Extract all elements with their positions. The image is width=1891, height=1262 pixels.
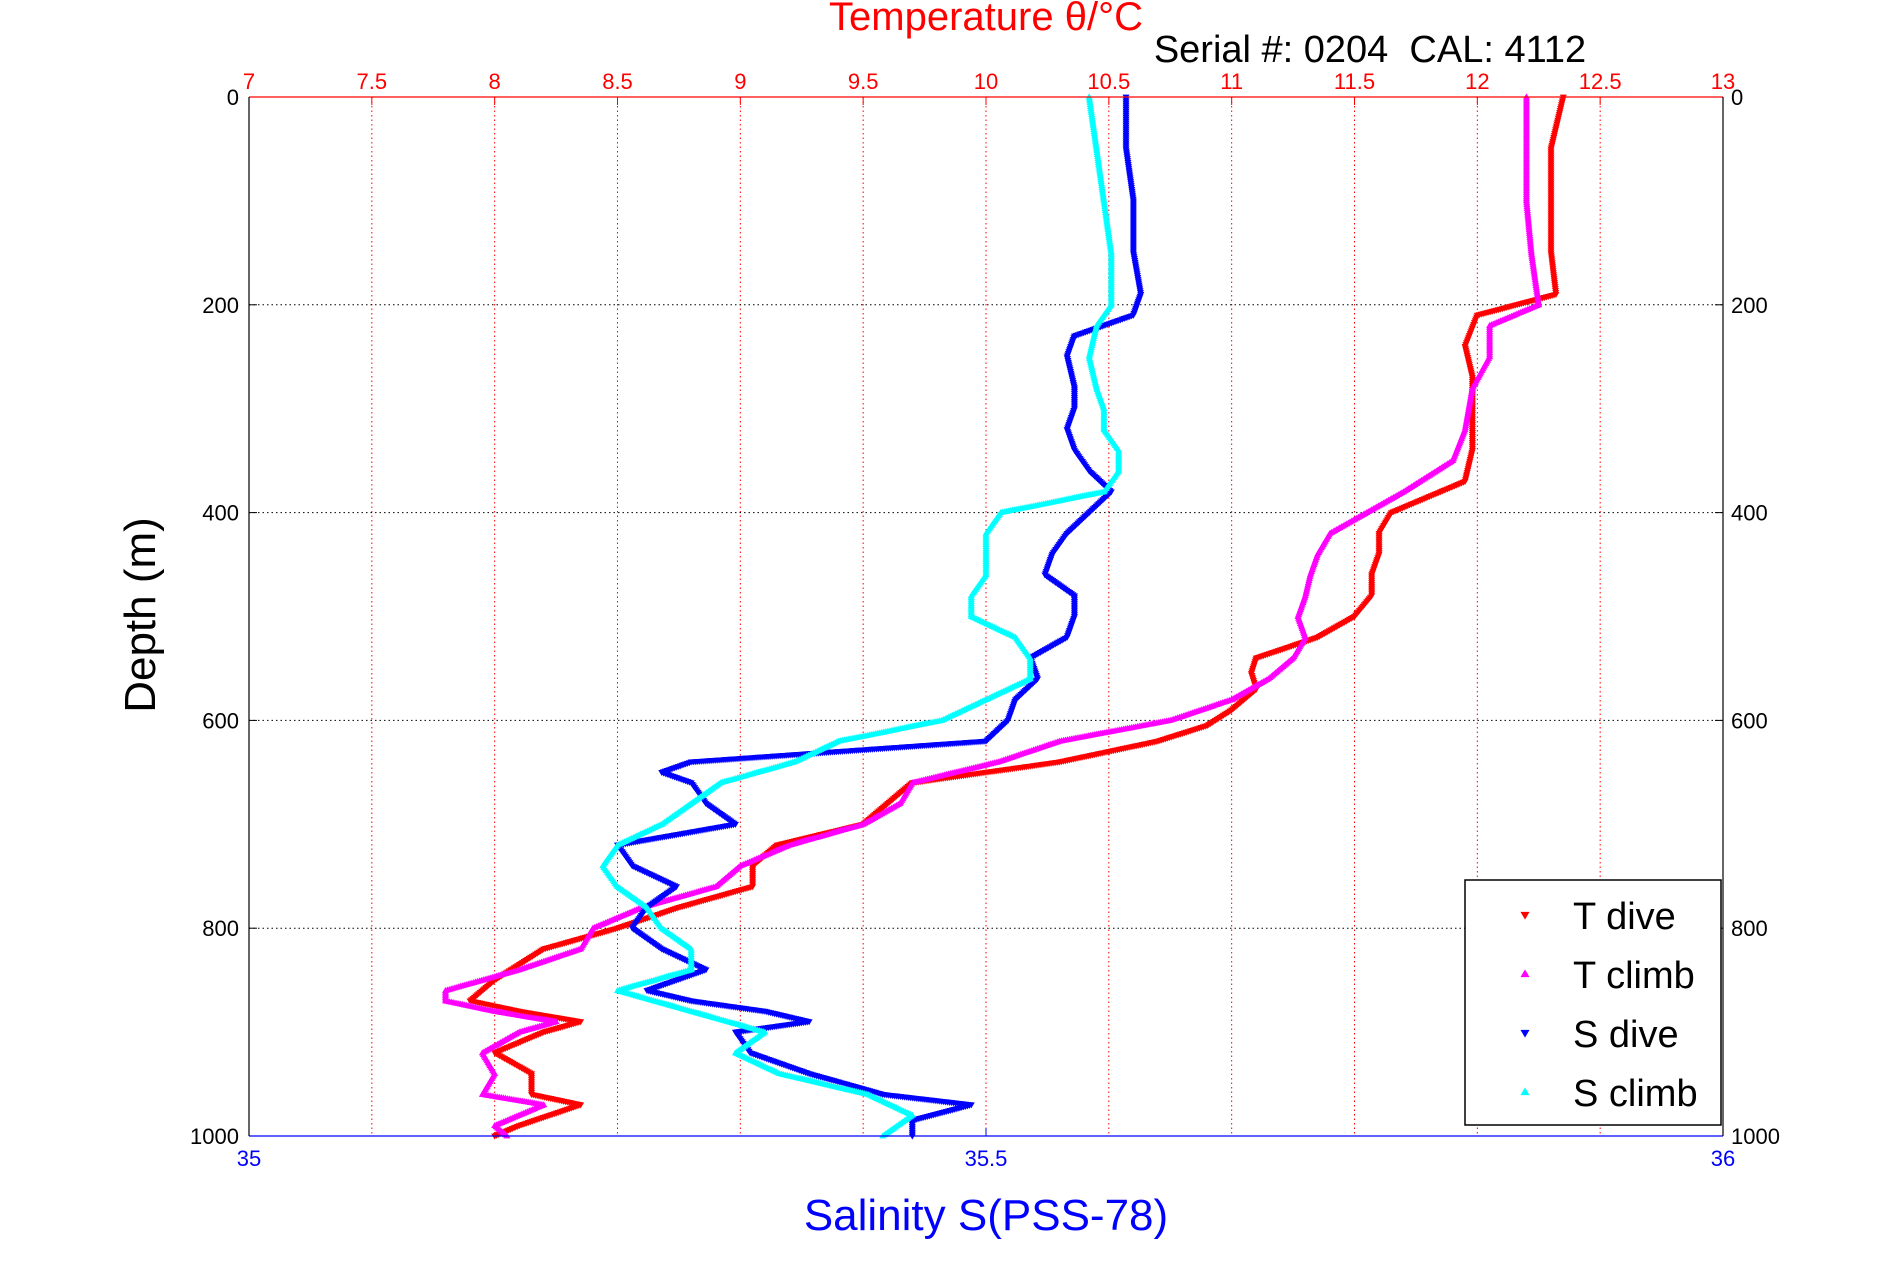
tick-label-depth-left: 600 [202, 708, 239, 733]
tick-label-depth-right: 400 [1731, 501, 1768, 526]
tick-label-depth-right: 0 [1731, 85, 1743, 110]
data-marks [442, 93, 1567, 1140]
tick-label-depth-left: 800 [202, 916, 239, 941]
tick-label-salinity: 36 [1711, 1146, 1735, 1171]
tick-label-depth-right: 600 [1731, 708, 1768, 733]
tick-label-temperature: 7.5 [357, 69, 388, 94]
legend: T dive T climb S dive S climb [1464, 879, 1722, 1126]
legend-label-t-dive: T dive [1573, 896, 1676, 938]
tick-label-depth-right: 800 [1731, 916, 1768, 941]
tick-label-depth-right: 1000 [1731, 1124, 1780, 1149]
tick-label-temperature: 11.5 [1334, 69, 1375, 94]
series-t-climb [442, 93, 1543, 1139]
x-axis-label: Salinity S(PSS-78) [804, 1191, 1168, 1240]
tick-label-temperature: 9 [734, 69, 746, 94]
series-s-dive [613, 94, 1145, 1140]
tick-label-depth-right: 200 [1731, 293, 1768, 318]
chart-title: Temperature θ/°C [829, 0, 1143, 39]
tick-label-temperature: 11 [1220, 69, 1243, 94]
tick-label-depth-left: 200 [202, 293, 239, 318]
tick-label-temperature: 8.5 [602, 69, 633, 94]
tick-label-temperature: 7 [243, 69, 255, 94]
tick-label-temperature: 8 [489, 69, 501, 94]
tick-label-depth-left: 0 [227, 85, 239, 110]
series-t-dive [466, 94, 1567, 1140]
tick-label-temperature: 9.5 [848, 69, 879, 94]
tick-label-salinity: 35.5 [965, 1146, 1008, 1171]
tick-label-salinity: 35 [237, 1146, 261, 1171]
legend-label-t-climb: T climb [1573, 955, 1695, 997]
chart-subtitle: Serial #: 0204 CAL: 4112 [1154, 29, 1586, 71]
tick-label-temperature: 12 [1465, 69, 1489, 94]
tick-label-depth-left: 400 [202, 501, 239, 526]
tick-label-temperature: 10 [974, 69, 998, 94]
legend-label-s-dive: S dive [1573, 1014, 1679, 1056]
tick-label-temperature: 12.5 [1579, 69, 1622, 94]
tick-label-temperature: 10.5 [1087, 69, 1130, 94]
tick-label-depth-left: 1000 [190, 1124, 239, 1149]
legend-label-s-climb: S climb [1573, 1073, 1698, 1115]
y-axis-label: Depth (m) [116, 517, 165, 713]
